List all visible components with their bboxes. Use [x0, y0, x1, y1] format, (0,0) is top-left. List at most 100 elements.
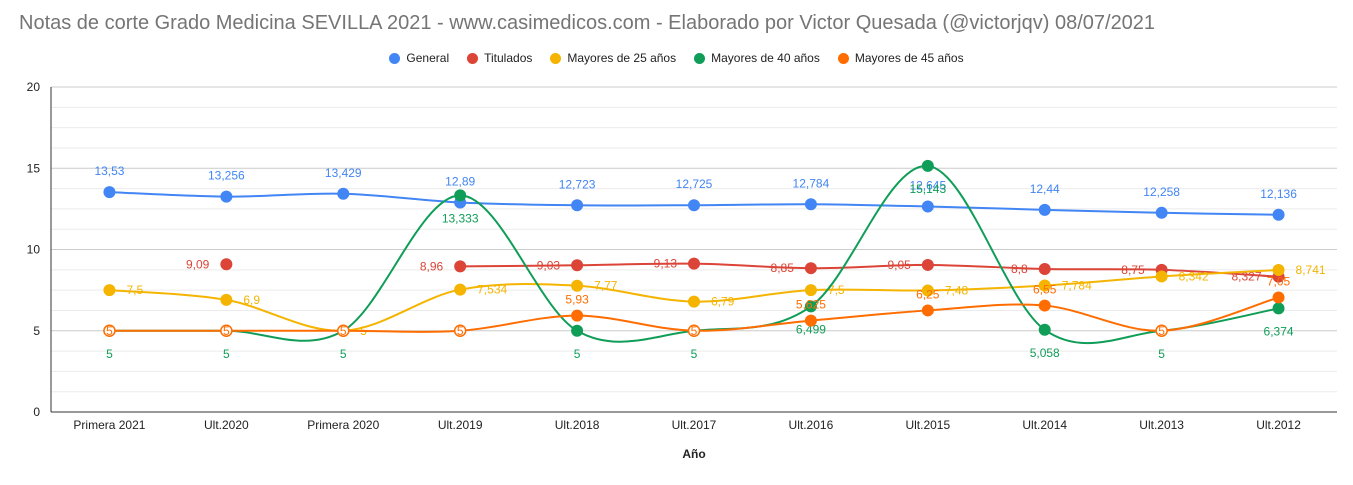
data-label: 9,13 — [654, 257, 678, 271]
legend-marker — [389, 52, 401, 64]
data-point — [571, 309, 584, 322]
y-tick-label: 15 — [27, 161, 41, 175]
data-label: 5 — [106, 347, 113, 361]
legend-item[interactable]: General — [389, 51, 449, 65]
data-point — [571, 259, 584, 272]
data-point — [1155, 206, 1168, 219]
data-label: 5 — [574, 347, 581, 361]
data-label: 5 — [340, 347, 347, 361]
series-line — [460, 262, 1279, 278]
data-label: 13,333 — [442, 211, 479, 225]
data-point — [337, 187, 350, 200]
data-point — [1038, 203, 1051, 216]
data-label: 7,05 — [1267, 274, 1291, 288]
y-tick-label: 10 — [27, 243, 41, 257]
x-tick-label: Ult.2018 — [555, 418, 600, 432]
data-point — [1038, 299, 1051, 312]
data-label: 7,5 — [828, 283, 845, 297]
legend-marker — [550, 52, 562, 64]
data-label: 8,96 — [420, 259, 444, 273]
data-point — [1038, 323, 1051, 336]
data-point — [921, 258, 934, 271]
data-point — [220, 258, 233, 271]
data-label: 5 — [223, 324, 230, 338]
data-point — [687, 324, 701, 337]
data-label: 6,79 — [711, 295, 735, 309]
x-tick-label: Ult.2013 — [1139, 418, 1184, 432]
data-label: 8,8 — [1011, 262, 1028, 276]
data-label: 7,784 — [1062, 279, 1092, 293]
data-point — [220, 324, 233, 337]
legend-label: Mayores de 45 años — [854, 51, 964, 65]
data-point — [804, 300, 817, 313]
data-point — [804, 284, 817, 297]
data-label: 8,75 — [1121, 263, 1145, 277]
data-label: 5 — [1158, 324, 1165, 338]
data-point — [921, 284, 934, 297]
data-point — [571, 324, 584, 337]
data-point — [688, 199, 700, 212]
data-label: 5 — [223, 347, 230, 361]
data-point — [1272, 208, 1285, 221]
data-label: 12,89 — [445, 175, 475, 189]
data-point — [1155, 270, 1168, 283]
data-point — [921, 304, 934, 317]
data-label: 12,44 — [1030, 182, 1060, 196]
data-label: 8,342 — [1179, 269, 1209, 283]
legend-item[interactable]: Mayores de 25 años — [550, 51, 676, 65]
data-point — [688, 295, 700, 308]
data-label: 15,143 — [909, 182, 946, 196]
data-point — [103, 284, 116, 297]
legend-marker — [837, 52, 849, 64]
data-label: 6,499 — [796, 322, 826, 336]
x-tick-label: Ult.2015 — [905, 418, 950, 432]
data-point — [921, 159, 934, 172]
data-label: 5 — [340, 324, 347, 338]
legend-label: Mayores de 40 años — [711, 51, 820, 65]
data-point — [571, 199, 584, 212]
data-point — [103, 324, 116, 337]
legend: General Titulados Mayores de 25 años Mayore… — [0, 51, 1353, 65]
data-label: 12,258 — [1143, 185, 1180, 199]
data-point — [804, 314, 817, 327]
x-tick-label: Ult.2020 — [204, 418, 249, 432]
data-point — [220, 190, 233, 203]
data-label: 6,55 — [1033, 283, 1057, 297]
legend-item[interactable]: Mayores de 40 años — [694, 51, 820, 65]
legend-item[interactable]: Titulados — [467, 51, 532, 65]
data-point — [453, 324, 467, 337]
x-tick-label: Ult.2014 — [1022, 418, 1067, 432]
data-label: 5 — [106, 324, 113, 338]
data-label: 13,429 — [325, 166, 362, 180]
chart-title: Notas de corte Grado Medicina SEVILLA 20… — [19, 12, 1156, 34]
y-tick-label: 20 — [27, 80, 41, 94]
data-label: 5 — [457, 324, 464, 338]
data-point — [1272, 263, 1285, 276]
data-point — [688, 257, 700, 270]
x-tick-label: Primera 2020 — [307, 418, 379, 432]
data-label: 13,256 — [208, 169, 245, 183]
x-tick-label: Ult.2016 — [789, 418, 834, 432]
legend-marker — [694, 52, 706, 64]
x-axis-label: Año — [682, 447, 705, 461]
data-label: 12,725 — [676, 177, 713, 191]
data-label: 8,85 — [771, 261, 795, 275]
data-label: 6,9 — [243, 293, 260, 307]
data-label: 7,48 — [945, 283, 969, 297]
data-label: 5 — [1158, 347, 1165, 361]
data-point — [1038, 263, 1051, 275]
x-tick-label: Primera 2021 — [73, 418, 145, 432]
data-label: 6,374 — [1264, 324, 1294, 338]
legend-item[interactable]: Mayores de 45 años — [837, 51, 964, 65]
legend-marker — [467, 52, 479, 64]
x-tick-label: Ult.2012 — [1256, 418, 1301, 432]
data-point — [220, 293, 233, 306]
data-label: 7,5 — [126, 283, 143, 297]
data-label: 12,723 — [559, 177, 596, 191]
data-point — [1272, 291, 1285, 304]
data-label: 9,05 — [887, 258, 911, 272]
data-point — [103, 186, 116, 199]
data-label: 8,741 — [1296, 263, 1326, 277]
